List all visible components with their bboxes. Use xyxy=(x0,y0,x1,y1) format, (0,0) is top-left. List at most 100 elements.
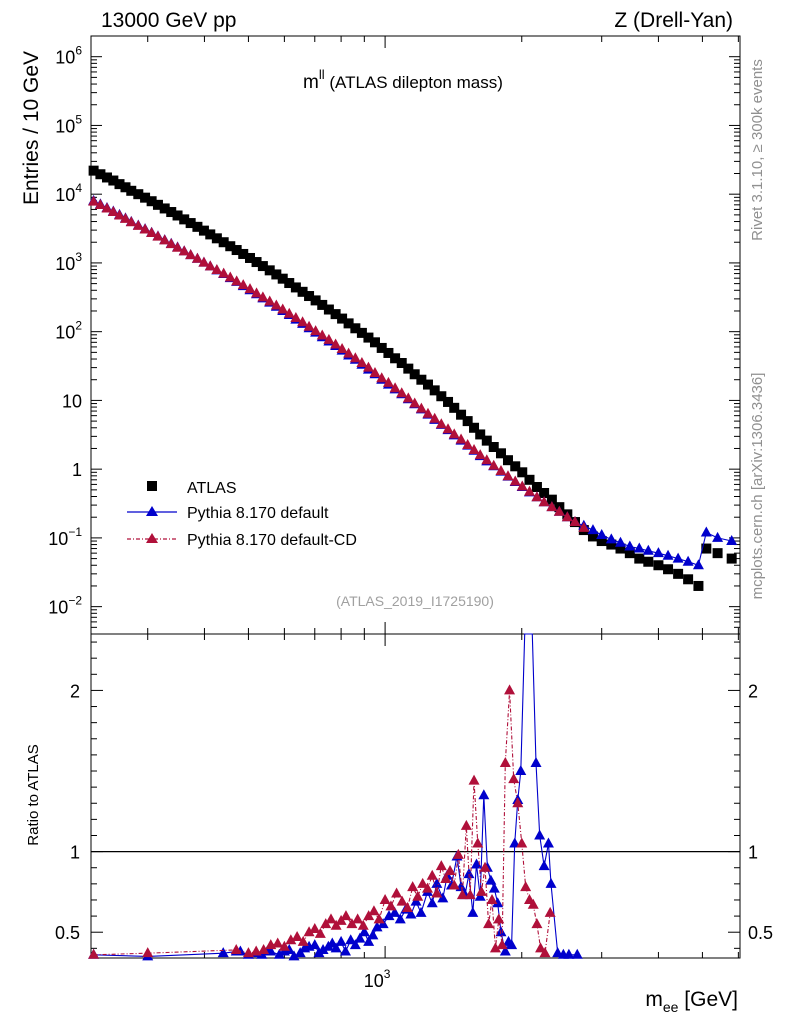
ratio-data-point xyxy=(258,943,270,954)
mc-data-point xyxy=(244,283,256,294)
ratio-data-point xyxy=(452,848,464,859)
main-y-tick-label-base: 10 xyxy=(55,323,75,343)
ratio-data-point xyxy=(464,889,476,900)
atlas-data-point xyxy=(304,291,315,302)
mc-data-point xyxy=(495,465,507,476)
atlas-data-point xyxy=(337,313,348,324)
x-axis-label: mee [GeV] xyxy=(645,988,738,1015)
atlas-data-point xyxy=(606,539,617,550)
mc-data-point xyxy=(462,438,474,449)
main-y-tick-label-base: 10 xyxy=(48,598,68,618)
main-y-tick-label-base: 10 xyxy=(62,391,82,411)
ratio-data-point xyxy=(542,837,554,848)
ratio-series-layer xyxy=(88,633,583,961)
main-y-tick-label-base: 10 xyxy=(55,254,75,274)
atlas-data-point xyxy=(120,182,131,193)
ratio-data-point xyxy=(544,906,556,917)
ratio-data-point xyxy=(426,869,438,880)
mc-data-point xyxy=(139,223,151,234)
mc-data-point xyxy=(119,212,131,223)
legend: ATLAS Pythia 8.170 default Pythia 8.170 … xyxy=(127,480,357,549)
atlas-data-point xyxy=(198,225,209,236)
mc-data-point xyxy=(152,230,164,241)
atlas-data-point xyxy=(284,278,295,289)
atlas-data-point xyxy=(211,233,222,244)
ratio-data-point xyxy=(230,943,242,954)
legend-atlas-marker xyxy=(147,481,157,491)
ratio-data-point xyxy=(468,774,480,785)
ratio-data-point xyxy=(367,929,379,940)
atlas-data-point xyxy=(159,203,170,214)
mc-data-point xyxy=(224,271,236,282)
mc-data-point xyxy=(523,485,535,496)
mc-data-point xyxy=(516,480,528,491)
ratio-data-point xyxy=(391,887,403,898)
ratio-data-point xyxy=(278,940,290,951)
mc-data-point xyxy=(389,382,401,393)
mc-data-point xyxy=(237,279,249,290)
ratio-data-point xyxy=(448,879,460,890)
atlas-data-point xyxy=(330,309,341,320)
main-y-tick-label: 102 xyxy=(55,319,82,343)
mc-data-point xyxy=(726,535,738,546)
ratio-data-point xyxy=(431,887,443,898)
legend-default-marker xyxy=(146,506,158,516)
ratio-x-tick-label: 103 xyxy=(364,967,391,991)
mc-data-point xyxy=(204,260,216,271)
ratio-data-point xyxy=(527,898,539,909)
ratio-data-point xyxy=(467,906,479,917)
ratio-data-point xyxy=(373,913,385,924)
ratio-data-point xyxy=(460,819,472,830)
ratio-data-point xyxy=(475,885,487,896)
ratio-data-point xyxy=(463,868,475,879)
atlas-data-point xyxy=(297,286,308,297)
ratio-data-point xyxy=(456,889,468,900)
atlas-data-point xyxy=(179,214,190,225)
legend-default-label: Pythia 8.170 default xyxy=(187,505,329,522)
rivet-label: Rivet 3.1.10, ≥ 300k events xyxy=(749,59,766,241)
ratio-data-point xyxy=(531,918,543,929)
main-y-axis-label: Entries / 10 GeV xyxy=(20,51,43,205)
ratio-data-point xyxy=(563,948,575,959)
ratio-data-point xyxy=(371,921,383,932)
atlas-data-point xyxy=(185,218,196,229)
atlas-data-point xyxy=(403,363,414,374)
ratio-data-point xyxy=(314,927,326,938)
ratio-data-point xyxy=(407,881,419,892)
x-axis-label-rest: [GeV] xyxy=(678,988,738,1011)
atlas-data-point xyxy=(531,482,542,493)
ratio-data-point xyxy=(357,919,369,930)
mcplots-label: mcplots.cern.ch [arXiv:1306.3436] xyxy=(749,373,766,600)
mc-data-point xyxy=(185,249,197,260)
mc-data-point xyxy=(362,361,374,372)
ratio-y-tick-label-right: 0.5 xyxy=(748,923,773,943)
atlas-data-point xyxy=(701,543,712,554)
main-y-tick-label: 1 xyxy=(72,460,82,480)
ratio-data-point xyxy=(363,935,375,946)
mc-data-point xyxy=(297,316,309,327)
atlas-data-point xyxy=(495,448,506,459)
ratio-data-point xyxy=(520,881,532,892)
mc-data-point xyxy=(323,333,335,344)
ratio-data-point xyxy=(352,913,364,924)
ratio-x-tick-labels: 103 xyxy=(364,967,391,991)
ratio-data-point xyxy=(273,948,285,959)
mc-data-point xyxy=(422,407,434,418)
mc-data-point xyxy=(546,501,558,512)
ratio-data-point xyxy=(309,939,321,950)
atlas-data-point xyxy=(416,374,427,385)
atlas-data-point xyxy=(462,416,473,427)
mc-data-point xyxy=(251,287,263,298)
atlas-data-point xyxy=(517,467,528,478)
mc-data-point xyxy=(435,418,447,429)
ratio-y-tick-label: 2 xyxy=(70,681,80,701)
analysis-label: (ATLAS_2019_I1725190) xyxy=(336,593,494,609)
ratio-data-point xyxy=(437,892,449,903)
ratio-data-point xyxy=(88,948,100,959)
ratio-data-point xyxy=(349,939,361,950)
atlas-data-point xyxy=(502,455,513,466)
mc-data-point xyxy=(349,352,361,363)
ratio-x-ticks xyxy=(147,634,739,958)
ratio-data-point xyxy=(472,837,484,848)
main-y-tick-label-base: 10 xyxy=(48,529,68,549)
